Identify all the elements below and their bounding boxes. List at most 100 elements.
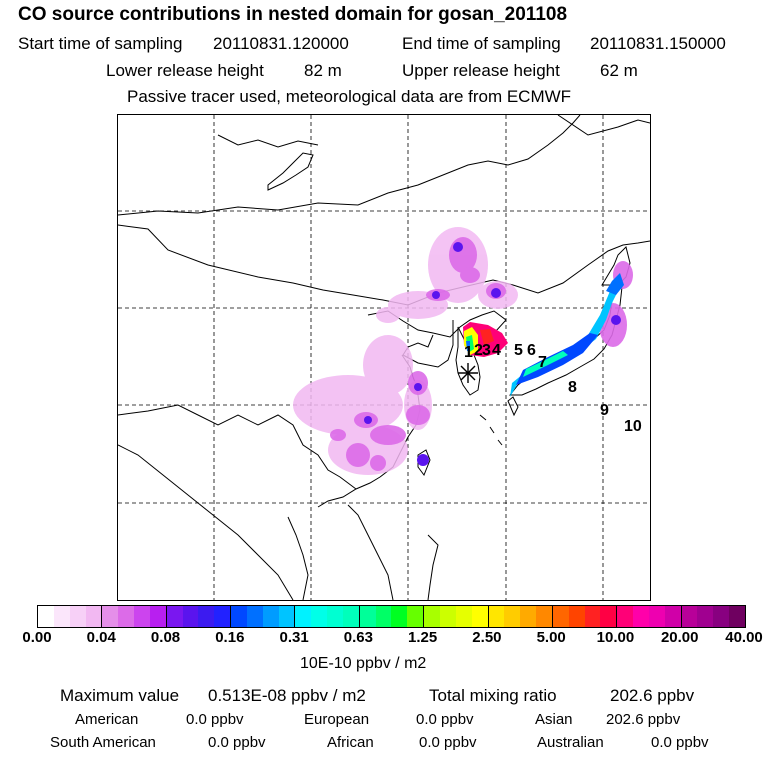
colorbar-swatch [504, 606, 521, 627]
start-time-label: Start time of sampling [18, 34, 183, 53]
colorbar-swatch [552, 606, 569, 627]
colorbar-swatch [729, 606, 745, 627]
colorbar [37, 605, 746, 628]
colorbar-swatch [342, 606, 359, 627]
page-title: CO source contributions in nested domain… [18, 4, 568, 25]
south-american-value: 0.0 ppbv [208, 734, 266, 751]
colorbar-swatch [198, 606, 215, 627]
colorbar-tick-label: 0.00 [22, 629, 52, 646]
south-american-label: South American [50, 734, 156, 751]
colorbar-segment [295, 606, 360, 627]
colorbar-segment [166, 606, 232, 627]
colorbar-swatch [182, 606, 199, 627]
colorbar-swatch [311, 606, 328, 627]
source-label: 2 [474, 342, 483, 359]
source-label: 1 [464, 344, 473, 361]
colorbar-segment [617, 606, 682, 627]
source-label: 5 [514, 342, 523, 359]
colorbar-segment [488, 606, 553, 627]
colorbar-swatch [520, 606, 537, 627]
source-labels: 1 2 3 4 5 6 7 8 9 10 [464, 342, 642, 435]
colorbar-tick-label: 10.00 [596, 629, 635, 646]
colorbar-swatch [424, 606, 440, 627]
australian-value: 0.0 ppbv [651, 734, 709, 751]
colorbar-tick-label: 40.00 [725, 629, 763, 646]
colorbar-tick-label: 0.16 [215, 629, 245, 646]
colorbar-swatch [69, 606, 86, 627]
max-value: 0.513E-08 ppbv / m2 [208, 686, 366, 705]
colorbar-swatch [102, 606, 119, 627]
african-value: 0.0 ppbv [419, 734, 477, 751]
upper-release-value: 62 m [600, 61, 638, 80]
source-label: 6 [527, 342, 536, 359]
colorbar-segment [231, 606, 296, 627]
colorbar-swatch [713, 606, 730, 627]
lower-release-label: Lower release height [106, 61, 264, 80]
colorbar-segment [38, 606, 103, 627]
australian-label: Australian [537, 734, 604, 751]
colorbar-swatch [295, 606, 312, 627]
colorbar-swatch [375, 606, 392, 627]
source-label: 8 [568, 379, 577, 396]
colorbar-segment [102, 606, 167, 627]
colorbar-swatch [149, 606, 166, 627]
colorbar-swatch [584, 606, 601, 627]
colorbar-swatch [664, 606, 681, 627]
receptor-star-icon [458, 363, 478, 383]
end-time-value: 20110831.150000 [590, 34, 726, 53]
source-label: 4 [492, 342, 501, 359]
american-label: American [75, 711, 139, 728]
colorbar-swatch [231, 606, 247, 627]
colorbar-swatch [214, 606, 231, 627]
colorbar-swatch [118, 606, 135, 627]
colorbar-swatch [617, 606, 634, 627]
colorbar-swatch [166, 606, 183, 627]
colorbar-swatch [134, 606, 150, 627]
european-label: European [304, 711, 370, 728]
source-label: 9 [600, 402, 609, 419]
colorbar-swatch [648, 606, 665, 627]
colorbar-segment [424, 606, 489, 627]
colorbar-swatch [440, 606, 456, 627]
colorbar-swatch [681, 606, 698, 627]
upper-release-label: Upper release height [402, 61, 560, 80]
african-label: African [327, 734, 374, 751]
european-value: 0.0 ppbv [416, 711, 474, 728]
colorbar-segment [552, 606, 618, 627]
colorbar-swatch [407, 606, 424, 627]
colorbar-segment [681, 606, 745, 627]
colorbar-swatch [488, 606, 505, 627]
colorbar-swatch [697, 606, 714, 627]
total-mixing-value: 202.6 ppbv [610, 686, 695, 705]
map-panel: 1 2 3 4 5 6 7 8 9 10 [117, 114, 651, 601]
colorbar-swatch [262, 606, 279, 627]
start-time-value: 20110831.120000 [213, 34, 349, 53]
colorbar-swatch [633, 606, 649, 627]
colorbar-tick-label: 0.31 [279, 629, 309, 646]
concentration-field [293, 227, 633, 475]
source-label: 10 [624, 418, 642, 435]
american-value: 0.0 ppbv [186, 711, 244, 728]
asian-value: 202.6 ppbv [606, 711, 681, 728]
source-label: 3 [482, 342, 491, 359]
colorbar-swatch [38, 606, 54, 627]
colorbar-swatch [359, 606, 376, 627]
colorbar-tick-label: 0.08 [150, 629, 181, 646]
colorbar-swatch [471, 606, 488, 627]
max-value-label: Maximum value [60, 686, 180, 705]
colorbar-swatch [536, 606, 552, 627]
colorbar-swatch [327, 606, 343, 627]
lower-release-value: 82 m [304, 61, 342, 80]
map-canvas: 1 2 3 4 5 6 7 8 9 10 [118, 115, 650, 600]
colorbar-tick-label: 0.04 [86, 629, 116, 646]
colorbar-units: 10E-10 ppbv / m2 [300, 655, 427, 672]
coastlines [118, 115, 650, 600]
colorbar-swatch [600, 606, 617, 627]
colorbar-tick-label: 2.50 [472, 629, 502, 646]
colorbar-tick-label: 0.63 [343, 629, 373, 646]
colorbar-swatch [455, 606, 472, 627]
colorbar-swatch [85, 606, 102, 627]
colorbar-swatch [391, 606, 408, 627]
source-label: 7 [538, 354, 547, 371]
colorbar-tick-label: 1.25 [408, 629, 438, 646]
